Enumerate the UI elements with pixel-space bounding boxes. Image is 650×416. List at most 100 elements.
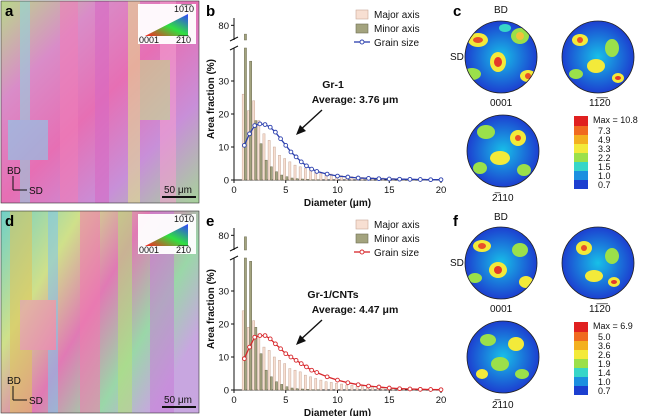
major-axis-bar [252,320,255,391]
grain-size-point [309,166,314,172]
axis-break-mark [229,246,239,252]
svg-text:SD: SD [29,186,43,197]
y-axis-label: Area fraction (%) [206,59,217,139]
x-tick-label: 5 [283,395,288,406]
major-axis-bar [241,310,245,391]
legend-label-grain: Grain size [374,248,419,259]
sd-label-f: SD [450,258,464,269]
minor-axis-bar [285,176,289,181]
grain-size-point [278,136,283,142]
y-tick-label: 0 [224,386,229,397]
major-axis-bar [257,333,261,391]
svg-text:2̅1̅0: 2̅1̅0 [176,35,191,45]
svg-text:5.0: 5.0 [598,332,611,342]
svg-text:BD: BD [7,166,21,177]
pole-label-f-0001: 0001 [490,304,513,315]
svg-text:0.7: 0.7 [598,386,611,396]
minor-axis-bar [306,389,309,391]
pole-label-c-2110: 2̅110 [492,192,514,204]
svg-text:0001: 0001 [139,245,159,255]
grain-size-point [309,367,314,373]
grain-size-point [407,176,413,182]
minor-axis-bar [244,257,247,391]
svg-text:Max = 10.8: Max = 10.8 [593,115,638,125]
svg-text:4.9: 4.9 [598,135,611,145]
x-tick-label: 15 [384,395,395,406]
grain-size-point [376,384,382,390]
y-tick-label: 20 [218,320,229,331]
legend-label-minor: Minor axis [374,24,420,35]
minor-axis-bar [269,376,273,391]
legend-marker-grain [359,39,365,45]
minor-axis-bar [259,143,263,181]
major-axis-bar [324,381,328,391]
y-tick-label: 0 [224,176,229,187]
grain-size-point [428,387,433,392]
grain-size-point [267,336,273,342]
x-axis-label: Diameter (μm) [304,198,371,209]
grain-size-point [304,163,309,169]
major-axis-bar [304,374,307,391]
y-tick-label: 20 [218,110,229,121]
svg-text:0001: 0001 [139,35,159,45]
minor-axis-bar [290,177,294,181]
minor-axis-bar [295,388,299,391]
svg-text:1.5: 1.5 [598,162,611,172]
minor-axis-bar [254,327,258,391]
minor-axis-bar [280,384,283,391]
minor-axis-bar [285,386,289,391]
y-axis-label: Area fraction (%) [206,269,217,349]
grain-size-point [386,176,392,182]
svg-text:50 μm: 50 μm [164,395,192,406]
minor-axis-bar [249,261,252,391]
grain-size-point [247,131,252,137]
y-tick-label: 30 [218,287,229,298]
grain-size-point [283,143,289,148]
annotation-average: Average: 4.47 μm [312,304,399,316]
ipf-key-d: 10̅1̅0 0001 2̅1̅0 [138,214,196,255]
grain-size-point [314,169,320,174]
major-axis-bar [329,173,333,181]
x-axis-label: Diameter (μm) [304,408,371,416]
major-axis-bar [288,161,292,181]
minor-axis-bar [275,171,278,181]
major-axis-bar [335,383,338,391]
axis-break-mark [229,255,239,261]
grain-size-point [438,387,444,393]
panel-letter-c: c [453,3,461,20]
legend-marker-grain [359,249,365,255]
major-axis-bar [283,363,287,391]
svg-text:1.0: 1.0 [598,171,611,181]
x-tick-label: 0 [231,395,236,406]
svg-text:0.7: 0.7 [598,180,611,190]
svg-text:50 μm: 50 μm [164,185,192,196]
grain-size-point [262,122,268,127]
major-axis-bar [288,368,292,391]
major-axis-bar [309,169,312,181]
annotation-arrowhead [296,125,306,135]
minor-axis-bar [254,120,258,181]
svg-text:Max = 6.9: Max = 6.9 [593,321,633,331]
major-axis-bar [267,350,271,391]
legend-label-minor: Minor axis [374,234,420,245]
grain-size-point [355,175,361,181]
scale-bar-d: 50 μm [162,395,196,408]
major-axis-bar [283,158,287,181]
grain-size-point [288,149,294,155]
minor-axis-bar [295,178,299,181]
minor-axis-bar [301,388,304,391]
minor-axis-bar [269,166,273,181]
major-axis-bar [350,176,354,181]
chart-e: 0 5 10 15 20 0 10 20 30 80 Diameter (μm) Area fract… [206,219,447,416]
grain-size-point [335,377,340,383]
x-tick-label: 10 [332,395,343,406]
y-tick-label: 30 [218,77,229,88]
y-tick-label: 10 [218,353,229,364]
y-tick-label: 10 [218,143,229,154]
grain-size-point [376,176,382,182]
grain-size-point [298,361,304,366]
major-axis-bar [314,378,318,391]
annotation-average: Average: 3.76 μm [312,94,399,106]
x-tick-label: 20 [436,395,447,406]
